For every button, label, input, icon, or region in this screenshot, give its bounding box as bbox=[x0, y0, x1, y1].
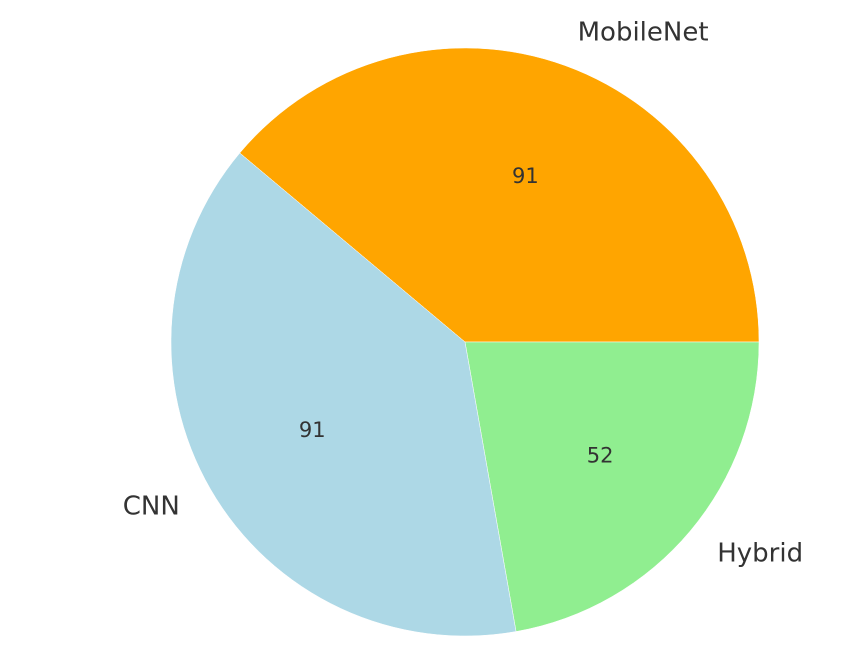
slice-value-hybrid: 52 bbox=[587, 443, 614, 467]
pie-slice-cnn bbox=[170, 152, 517, 637]
slice-label-mobilenet: MobileNet bbox=[578, 18, 709, 48]
pie-slices bbox=[170, 47, 760, 637]
slice-value-cnn: 91 bbox=[299, 418, 326, 442]
slice-value-mobilenet: 91 bbox=[512, 164, 539, 188]
slice-label-cnn: CNN bbox=[123, 492, 180, 522]
slice-label-hybrid: Hybrid bbox=[717, 539, 803, 569]
slice-labels: MobileNet Hybrid CNN bbox=[123, 18, 803, 569]
slice-values: 91 52 91 bbox=[299, 164, 614, 467]
pie-slice-mobilenet bbox=[239, 47, 760, 343]
pie-slice-hybrid bbox=[464, 341, 760, 632]
